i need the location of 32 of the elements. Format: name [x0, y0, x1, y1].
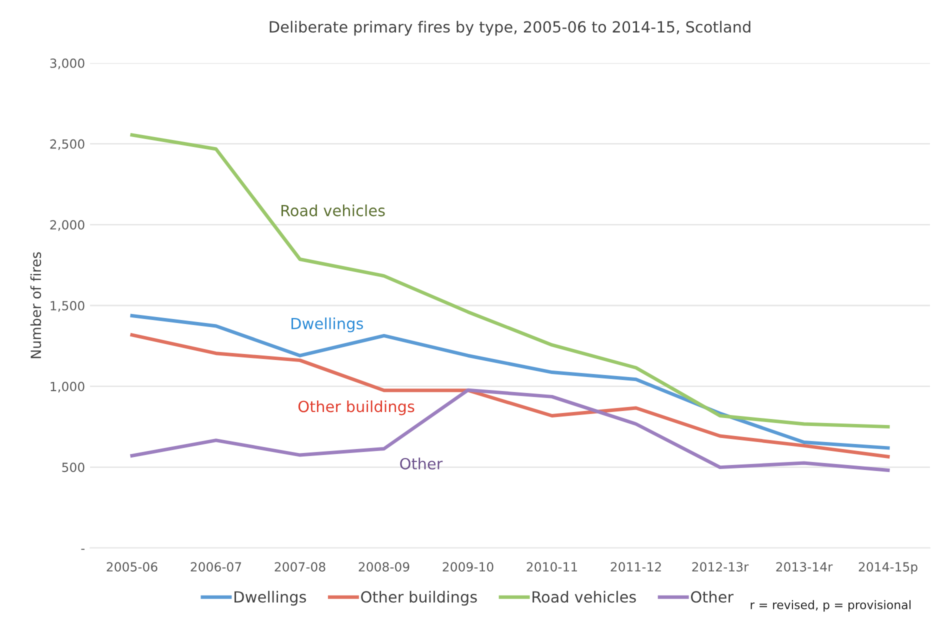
- line-series: [130, 388, 890, 472]
- y-tick-label: 1,000: [50, 382, 84, 393]
- annotation: Other: [400, 458, 443, 470]
- x-tick-label: 2006-07: [190, 562, 242, 572]
- annotation: Road vehicles: [281, 204, 385, 216]
- x-tick-label: 2007-08: [274, 562, 326, 572]
- x-tick-label: 2011-12: [610, 562, 661, 572]
- x-tick-label: 2008-09: [358, 562, 410, 572]
- legend-label: Other buildings: [361, 590, 477, 606]
- legend-label: Other: [690, 590, 734, 603]
- annotation: Dwellings: [292, 318, 363, 332]
- line-series: [130, 333, 890, 458]
- x-tick-label: 2014-15p: [858, 562, 918, 574]
- line-series: [130, 314, 890, 450]
- y-tick-label: 3,000: [50, 58, 84, 70]
- x-tick-label: 2012-13r: [692, 562, 749, 572]
- legend-label: Road vehicles: [532, 590, 636, 603]
- x-tick-label: 2013-14r: [776, 562, 833, 572]
- chart-title: Deliberate primary fires by type, 2005-06 to 2014-15, Scotland: [270, 20, 750, 36]
- y-axis-title: Number of fires: [30, 252, 42, 358]
- y-tick-label: 500: [62, 462, 84, 472]
- y-tick-label: -: [81, 548, 85, 550]
- legend-label: Dwellings: [234, 590, 306, 606]
- y-tick-label: 2,000: [50, 220, 84, 231]
- x-tick-label: 2009-10: [442, 562, 494, 572]
- line-series: [130, 133, 890, 428]
- x-tick-label: 2010-11: [526, 562, 577, 572]
- text: r = revised, p = provisional: [750, 600, 911, 612]
- y-tick-label: 2,500: [50, 139, 84, 150]
- y-tick-label: 1,500: [50, 300, 84, 312]
- annotation: Other buildings: [298, 400, 414, 416]
- x-tick-label: 2005-06: [106, 562, 158, 572]
